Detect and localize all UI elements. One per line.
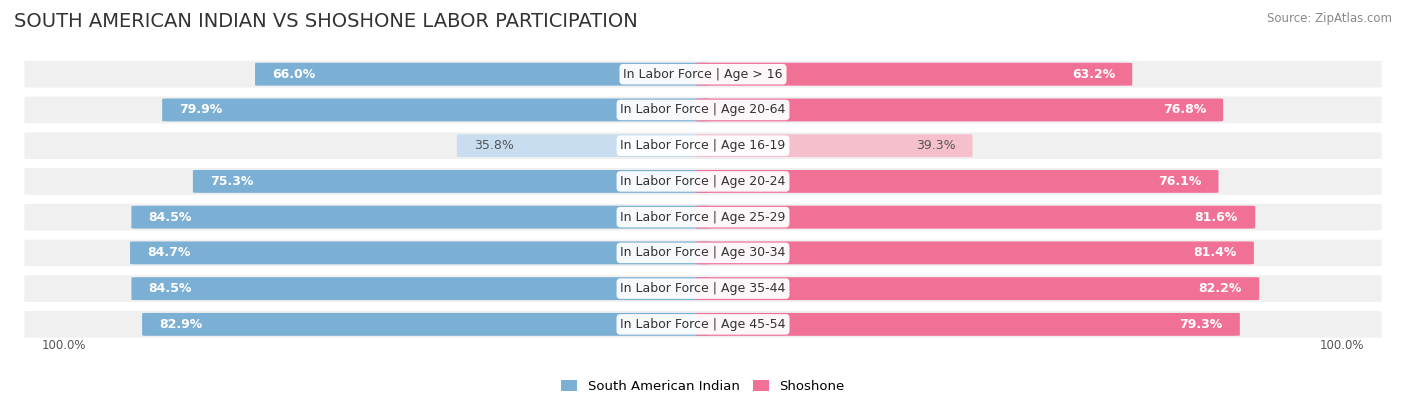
Text: 63.2%: 63.2%: [1071, 68, 1115, 81]
FancyBboxPatch shape: [24, 204, 1382, 231]
Text: 82.9%: 82.9%: [159, 318, 202, 331]
FancyBboxPatch shape: [696, 134, 973, 157]
Text: 75.3%: 75.3%: [209, 175, 253, 188]
Text: In Labor Force | Age 45-54: In Labor Force | Age 45-54: [620, 318, 786, 331]
Text: 76.1%: 76.1%: [1159, 175, 1201, 188]
FancyBboxPatch shape: [24, 239, 1382, 266]
Text: In Labor Force | Age 20-24: In Labor Force | Age 20-24: [620, 175, 786, 188]
Text: 100.0%: 100.0%: [1320, 339, 1364, 352]
Text: 79.9%: 79.9%: [180, 103, 222, 117]
FancyBboxPatch shape: [142, 313, 710, 336]
FancyBboxPatch shape: [24, 311, 1382, 338]
FancyBboxPatch shape: [696, 170, 1219, 193]
FancyBboxPatch shape: [696, 241, 1254, 264]
FancyBboxPatch shape: [24, 61, 1382, 88]
Text: In Labor Force | Age 30-34: In Labor Force | Age 30-34: [620, 246, 786, 260]
Text: 76.8%: 76.8%: [1163, 103, 1206, 117]
FancyBboxPatch shape: [696, 206, 1256, 229]
Text: 100.0%: 100.0%: [42, 339, 86, 352]
FancyBboxPatch shape: [131, 206, 710, 229]
FancyBboxPatch shape: [696, 63, 1132, 86]
Text: In Labor Force | Age > 16: In Labor Force | Age > 16: [623, 68, 783, 81]
FancyBboxPatch shape: [131, 241, 710, 264]
Text: 81.4%: 81.4%: [1194, 246, 1237, 260]
FancyBboxPatch shape: [254, 63, 710, 86]
Text: 84.5%: 84.5%: [149, 211, 193, 224]
FancyBboxPatch shape: [696, 98, 1223, 121]
Text: SOUTH AMERICAN INDIAN VS SHOSHONE LABOR PARTICIPATION: SOUTH AMERICAN INDIAN VS SHOSHONE LABOR …: [14, 12, 638, 31]
Text: 81.6%: 81.6%: [1195, 211, 1237, 224]
Text: 35.8%: 35.8%: [474, 139, 515, 152]
Text: 66.0%: 66.0%: [273, 68, 315, 81]
Text: Source: ZipAtlas.com: Source: ZipAtlas.com: [1267, 12, 1392, 25]
Legend: South American Indian, Shoshone: South American Indian, Shoshone: [557, 374, 849, 395]
Text: In Labor Force | Age 20-64: In Labor Force | Age 20-64: [620, 103, 786, 117]
FancyBboxPatch shape: [457, 134, 710, 157]
FancyBboxPatch shape: [24, 96, 1382, 123]
Text: In Labor Force | Age 35-44: In Labor Force | Age 35-44: [620, 282, 786, 295]
Text: 39.3%: 39.3%: [915, 139, 955, 152]
Text: 79.3%: 79.3%: [1180, 318, 1223, 331]
FancyBboxPatch shape: [131, 277, 710, 300]
Text: 84.7%: 84.7%: [148, 246, 191, 260]
FancyBboxPatch shape: [193, 170, 710, 193]
Text: In Labor Force | Age 25-29: In Labor Force | Age 25-29: [620, 211, 786, 224]
Text: 84.5%: 84.5%: [149, 282, 193, 295]
FancyBboxPatch shape: [162, 98, 710, 121]
FancyBboxPatch shape: [24, 168, 1382, 195]
Text: 82.2%: 82.2%: [1198, 282, 1241, 295]
FancyBboxPatch shape: [696, 277, 1260, 300]
FancyBboxPatch shape: [696, 313, 1240, 336]
FancyBboxPatch shape: [24, 132, 1382, 159]
FancyBboxPatch shape: [24, 275, 1382, 302]
Text: In Labor Force | Age 16-19: In Labor Force | Age 16-19: [620, 139, 786, 152]
